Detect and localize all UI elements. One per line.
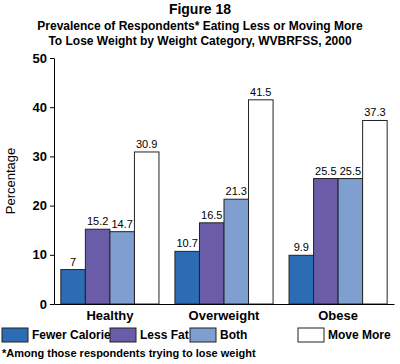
x-axis: Healthy Overweight Obese [55, 304, 395, 323]
y-tick-label: 10 [33, 247, 47, 262]
data-label: 9.9 [294, 241, 309, 253]
x-tick-label: Overweight [189, 308, 260, 323]
y-tick-mark [50, 206, 54, 207]
legend-label: Both [220, 328, 247, 342]
bar [363, 120, 388, 304]
bar [338, 179, 363, 304]
data-label: 15.2 [87, 215, 108, 227]
data-label: 25.5 [315, 165, 336, 177]
y-tick-label: 50 [33, 51, 47, 66]
bar [224, 199, 249, 304]
bar [134, 152, 159, 304]
bar [289, 255, 314, 304]
bar [314, 179, 339, 304]
bar [85, 229, 110, 304]
y-tick-mark [50, 304, 54, 305]
legend-swatch [298, 328, 324, 342]
bar [110, 232, 135, 304]
bar [61, 270, 86, 304]
y-tick-label: 30 [33, 149, 47, 164]
legend-label: Less Fat [140, 328, 189, 342]
data-label: 21.3 [226, 185, 247, 197]
legend-item: Less Fat [110, 328, 189, 342]
y-tick: 50 [33, 51, 54, 66]
data-label: 30.9 [136, 138, 157, 150]
footnote: *Among those respondents trying to lose … [2, 347, 256, 359]
title: Figure 18 [169, 1, 231, 17]
y-tick-label: 0 [40, 297, 47, 312]
data-label: 14.7 [111, 218, 132, 230]
bar [199, 223, 224, 304]
x-tick-label: Obese [318, 308, 358, 323]
data-labels: 7 10.7 9.9 15.2 16.5 25.5 14.7 21.3 25.5 30.9 41.5… [70, 86, 386, 268]
y-tick: 0 [40, 297, 54, 312]
legend-swatch [190, 328, 216, 342]
legend-swatch [2, 328, 28, 342]
legend-item: Fewer Calories [2, 328, 118, 342]
y-tick-mark [50, 156, 54, 157]
y-axis: 0 10 20 30 40 50 [33, 51, 55, 312]
x-tick: Healthy [86, 304, 134, 323]
y-tick: 30 [33, 149, 54, 164]
y-tick-mark [50, 107, 54, 108]
data-label: 10.7 [176, 237, 197, 249]
y-tick: 40 [33, 100, 54, 115]
legend-item: Move More [298, 328, 391, 342]
subtitle: To Lose Weight by Weight Category, WVBRF… [48, 34, 351, 48]
legend-label: Move More [328, 328, 391, 342]
bars [61, 100, 387, 304]
legend-item: Both [190, 328, 247, 342]
y-tick-label: 40 [33, 100, 47, 115]
bar [175, 251, 200, 304]
x-tick: Obese [318, 304, 358, 323]
y-tick: 10 [33, 247, 54, 262]
data-label: 25.5 [340, 165, 361, 177]
legend-label: Fewer Calories [32, 328, 118, 342]
x-tick-label: Healthy [86, 308, 134, 323]
y-tick: 20 [33, 198, 54, 213]
x-axis-line [55, 304, 395, 305]
y-tick-mark [50, 255, 54, 256]
y-tick-label: 20 [33, 198, 47, 213]
data-label: 7 [70, 256, 76, 268]
bar [249, 100, 274, 304]
x-tick: Overweight [189, 304, 260, 323]
y-axis-title: Percentage [3, 148, 18, 215]
data-label: 37.3 [364, 106, 385, 118]
subtitle: Prevalence of Respondents* Eating Less o… [37, 19, 363, 33]
y-axis-line [50, 59, 55, 305]
chart: Figure 18 Prevalence of Respondents* Eati… [0, 0, 400, 364]
legend-swatch [110, 328, 136, 342]
data-label: 41.5 [250, 86, 271, 98]
data-label: 16.5 [201, 209, 222, 221]
legend: Fewer Calories Less Fat Both Move More [2, 328, 391, 342]
y-tick-mark [50, 58, 54, 59]
